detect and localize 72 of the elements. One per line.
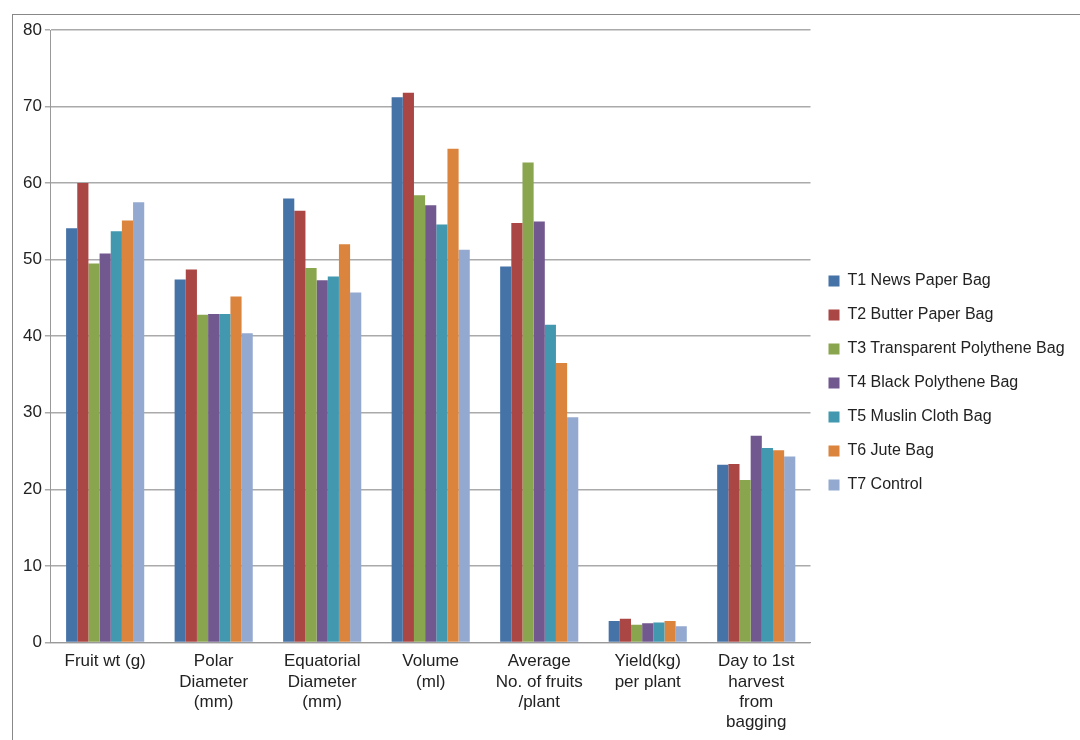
- bar: [653, 622, 665, 642]
- legend-label: T4 Black Polythene Bag: [847, 373, 1019, 391]
- legend-label: T5 Muslin Cloth Bag: [847, 407, 992, 425]
- bar: [305, 268, 317, 642]
- bar: [316, 280, 328, 642]
- bar: [402, 92, 414, 642]
- bar: [350, 292, 362, 642]
- bar: [241, 333, 253, 642]
- bar: [66, 228, 78, 642]
- bar: [642, 623, 654, 642]
- y-tick-label: 50: [22, 249, 42, 269]
- x-tick-label: Average No. of fruits /plant: [495, 651, 583, 712]
- bar: [458, 249, 470, 642]
- y-tick-label: 20: [22, 478, 42, 498]
- y-tick-label: 0: [32, 632, 42, 652]
- bar: [675, 626, 687, 642]
- x-tick-label: Polar Diameter (mm): [179, 651, 249, 712]
- bar: [739, 480, 751, 642]
- bar: [110, 231, 122, 642]
- bar: [99, 253, 111, 642]
- bar: [784, 456, 796, 642]
- bar: [608, 620, 620, 642]
- y-tick-label: 60: [22, 172, 42, 192]
- x-tick-label: Yield(kg) per plant: [614, 651, 682, 691]
- bar: [88, 263, 100, 642]
- bar: [533, 221, 545, 642]
- bar: [544, 324, 556, 642]
- x-tick-label: Equatorial Diameter (mm): [283, 651, 361, 712]
- bar: [447, 148, 459, 642]
- legend-label: T6 Jute Bag: [847, 441, 934, 459]
- legend-label: T1 News Paper Bag: [847, 271, 991, 289]
- bar: [219, 314, 231, 642]
- bar: [338, 244, 351, 642]
- bar: [77, 183, 89, 642]
- bar: [230, 296, 242, 642]
- bar: [196, 314, 209, 642]
- bar: [630, 624, 643, 642]
- bar: [133, 202, 145, 642]
- bar: [208, 314, 220, 642]
- x-tick-label: Volume (ml): [402, 651, 460, 691]
- legend-label: T7 Control: [847, 475, 923, 493]
- x-tick-label: Fruit wt (g): [64, 651, 146, 671]
- y-tick-label: 40: [22, 325, 42, 345]
- legend-label: T2 Butter Paper Bag: [847, 305, 994, 323]
- y-tick-label: 30: [22, 402, 42, 422]
- bar: [185, 269, 197, 642]
- bar: [717, 464, 729, 642]
- bar: [500, 266, 512, 642]
- bar: [327, 276, 339, 642]
- bar: [522, 162, 534, 642]
- bar: [750, 435, 762, 642]
- bar: [436, 224, 448, 642]
- bar: [619, 618, 631, 642]
- bar: [425, 205, 437, 642]
- bar: [121, 220, 134, 642]
- bar: [294, 210, 306, 642]
- bar: [174, 279, 186, 642]
- y-tick-label: 70: [22, 96, 42, 116]
- y-tick-label: 10: [22, 555, 42, 575]
- bar: [664, 620, 676, 642]
- bar: [772, 450, 785, 642]
- x-tick-label: Day to 1st harvest from bagging: [717, 651, 795, 732]
- bar: [391, 97, 403, 642]
- bar: [511, 222, 523, 642]
- bar: [728, 464, 740, 642]
- bar: [555, 362, 568, 642]
- y-tick-label: 80: [22, 19, 42, 39]
- legend-label: T3 Transparent Polythene Bag: [847, 339, 1065, 357]
- bar: [761, 447, 773, 642]
- bar: [567, 417, 579, 642]
- bar: [413, 195, 426, 642]
- bar: [283, 198, 295, 642]
